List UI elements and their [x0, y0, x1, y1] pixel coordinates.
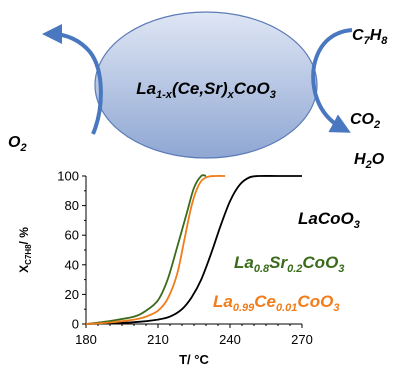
y-axis-label-sub: C7H8 — [24, 244, 33, 265]
catalyst-coo: CoO — [234, 79, 270, 98]
catalyst-sub-3: 3 — [270, 89, 276, 101]
catalyst-sub-1mx: 1-x — [156, 89, 173, 101]
y-axis-label-tail: / % — [17, 227, 31, 245]
y-tick-label: 20 — [65, 287, 79, 302]
y-tick-label: 60 — [65, 228, 79, 243]
x-tick-label: 270 — [291, 332, 313, 347]
catalyst-formula: La1-x(Ce,Sr)xCoO3 — [136, 79, 276, 101]
series-line-la0-99ce0-01coo3 — [85, 175, 226, 325]
y-tick-label: 0 — [72, 317, 79, 332]
legend-lacoo3: LaCoO3 — [298, 209, 360, 231]
catalyst-ellipse — [94, 11, 318, 159]
y-tick-label: 40 — [65, 257, 79, 272]
catalyst-la: La — [136, 79, 156, 98]
series-line-lacoo3 — [85, 175, 302, 325]
x-axis-label: T/ °C — [179, 352, 209, 367]
y-ticks: 0 20 40 60 80 100 — [57, 169, 86, 332]
x-tick-label: 210 — [147, 332, 169, 347]
reactant-o2: O2 — [8, 134, 27, 154]
series-layer — [85, 174, 302, 325]
legend-la-sr-coo3: La0.8Sr0.2CoO3 — [234, 253, 344, 275]
left-curved-arrow — [42, 24, 103, 135]
x-ticks: 180 210 240 270 — [75, 324, 313, 347]
x-tick-label: 240 — [219, 332, 241, 347]
product-co2: CO2 — [350, 111, 380, 131]
series-line-la0-8sr0-2coo3 — [85, 174, 207, 325]
y-axis-label: XC7H8/ % — [17, 227, 33, 273]
y-tick-label: 80 — [65, 198, 79, 213]
x-tick-label: 180 — [75, 332, 97, 347]
product-h2o: H2O — [354, 151, 385, 171]
y-axis-label-main: X — [17, 265, 31, 273]
right-curved-arrow — [311, 28, 353, 133]
legend-la-ce-coo3: La0.99Ce0.01CoO3 — [213, 292, 339, 314]
y-tick-label: 100 — [57, 169, 79, 184]
catalyst-ce-sr: (Ce,Sr) — [172, 79, 228, 98]
reactant-c7h8: C7H8 — [352, 27, 388, 47]
catalyst-sub-x: x — [227, 89, 235, 101]
conversion-chart: 0 20 40 60 80 100 180 210 240 270 T/ °C XC7H8/ %… — [17, 169, 360, 368]
